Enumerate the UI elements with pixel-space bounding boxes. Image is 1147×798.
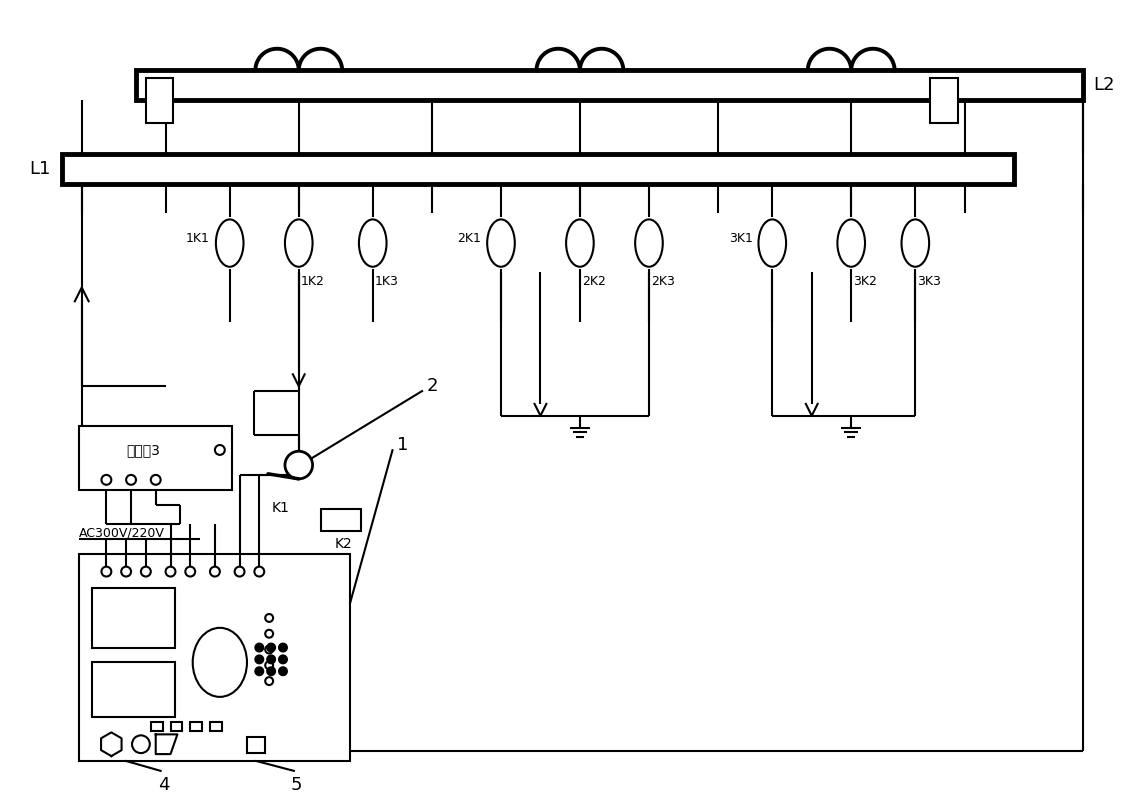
Circle shape [256, 655, 264, 663]
Circle shape [255, 567, 264, 576]
Text: 3K1: 3K1 [728, 231, 752, 245]
Ellipse shape [487, 219, 515, 267]
Circle shape [150, 475, 161, 484]
Text: 1K2: 1K2 [301, 275, 325, 287]
Text: L1: L1 [29, 160, 50, 178]
Circle shape [165, 567, 175, 576]
Bar [92, 662, 175, 717]
Ellipse shape [284, 219, 313, 267]
Text: 1K1: 1K1 [186, 231, 210, 245]
Text: 4: 4 [158, 776, 170, 794]
Bar [190, 721, 202, 732]
Text: 1: 1 [397, 437, 408, 454]
Circle shape [256, 667, 264, 675]
Text: 升流器3: 升流器3 [126, 443, 159, 457]
Ellipse shape [635, 219, 663, 267]
Text: 1K3: 1K3 [375, 275, 399, 287]
Circle shape [265, 662, 273, 670]
Bar [79, 425, 232, 490]
Circle shape [122, 567, 131, 576]
Circle shape [101, 475, 111, 484]
Text: 2: 2 [427, 377, 438, 395]
Text: 3K2: 3K2 [853, 275, 877, 287]
Circle shape [235, 567, 244, 576]
Circle shape [279, 667, 287, 675]
Bar [146, 78, 173, 123]
Bar [62, 154, 1014, 184]
Ellipse shape [216, 219, 243, 267]
Circle shape [210, 567, 220, 576]
Bar [930, 78, 958, 123]
Circle shape [265, 678, 273, 685]
Ellipse shape [837, 219, 865, 267]
Text: 2K1: 2K1 [458, 231, 482, 245]
Circle shape [265, 646, 273, 654]
Circle shape [214, 445, 225, 455]
Text: K1: K1 [272, 500, 290, 515]
Text: 2K2: 2K2 [582, 275, 606, 287]
Circle shape [267, 644, 275, 651]
Circle shape [256, 644, 264, 651]
Bar [150, 721, 163, 732]
Ellipse shape [359, 219, 387, 267]
Bar [92, 588, 175, 647]
Circle shape [132, 735, 150, 753]
Text: K2: K2 [334, 537, 352, 551]
Circle shape [141, 567, 150, 576]
Circle shape [267, 655, 275, 663]
Bar [79, 554, 350, 761]
Text: AC300V/220V: AC300V/220V [79, 526, 165, 539]
Ellipse shape [567, 219, 594, 267]
Circle shape [284, 451, 313, 479]
Text: L2: L2 [1093, 77, 1115, 94]
Circle shape [126, 475, 136, 484]
Circle shape [265, 614, 273, 622]
Circle shape [265, 630, 273, 638]
Circle shape [101, 567, 111, 576]
Ellipse shape [193, 628, 247, 697]
Ellipse shape [758, 219, 786, 267]
Circle shape [267, 667, 275, 675]
Text: 3K3: 3K3 [918, 275, 942, 287]
Bar [171, 721, 182, 732]
Circle shape [186, 567, 195, 576]
Ellipse shape [902, 219, 929, 267]
Bar [136, 70, 1083, 100]
Text: 5: 5 [291, 776, 303, 794]
Text: 2K3: 2K3 [651, 275, 674, 287]
Bar [210, 721, 221, 732]
Circle shape [279, 655, 287, 663]
Bar [321, 509, 361, 531]
Bar [248, 737, 265, 753]
Circle shape [279, 644, 287, 651]
